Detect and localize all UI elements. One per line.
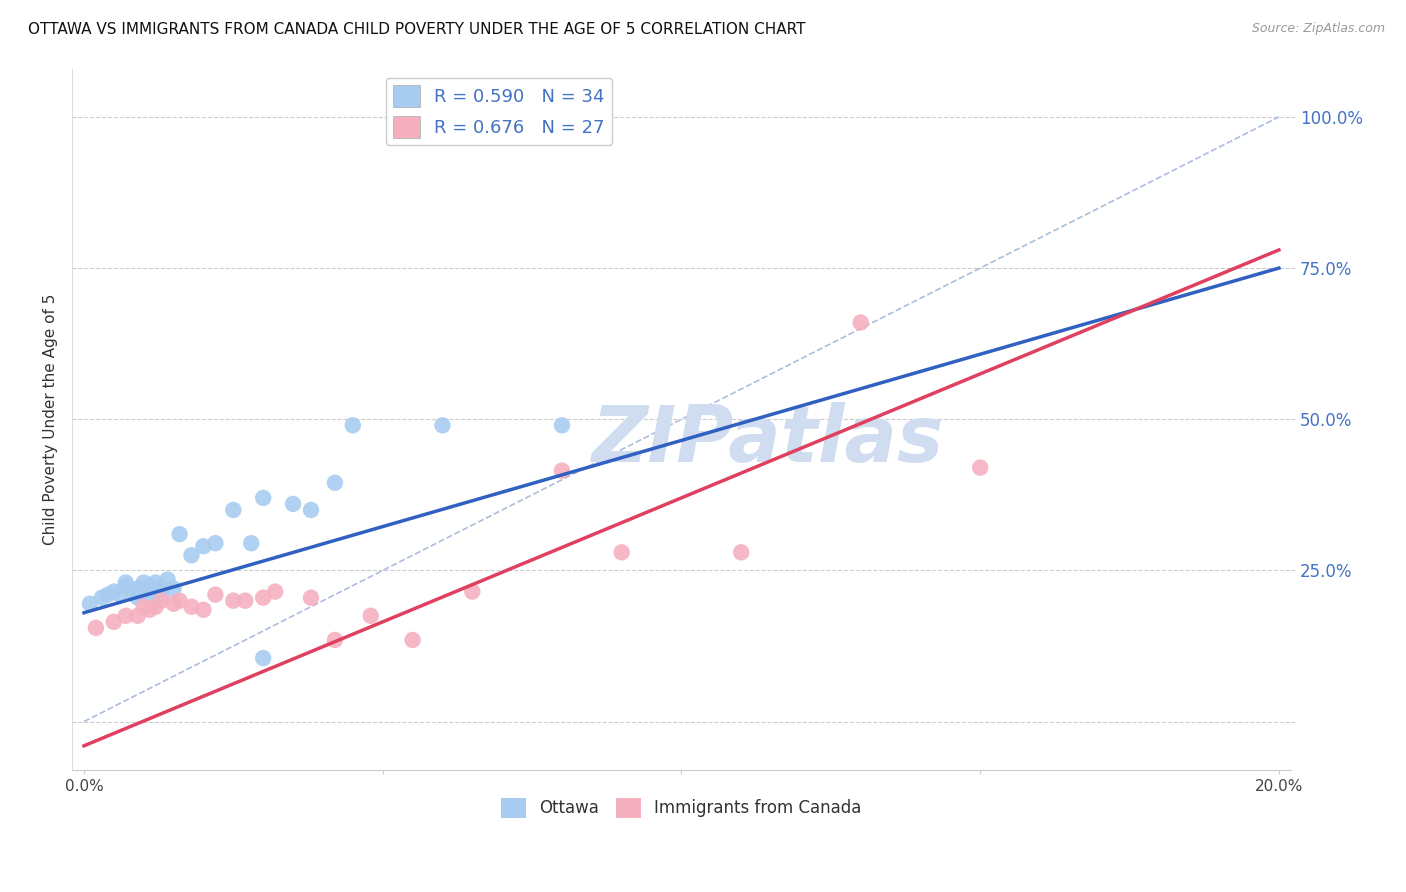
Point [730, 545, 752, 559]
Point [299, 591, 322, 605]
Point [162, 597, 184, 611]
Point [193, 603, 215, 617]
Text: OTTAWA VS IMMIGRANTS FROM CANADA CHILD POVERTY UNDER THE AGE OF 5 CORRELATION CH: OTTAWA VS IMMIGRANTS FROM CANADA CHILD P… [28, 22, 806, 37]
Point [138, 588, 160, 602]
Point [180, 599, 202, 614]
Point [169, 527, 191, 541]
Point [84, 621, 107, 635]
Point [127, 591, 149, 605]
Point [969, 460, 991, 475]
Point [127, 582, 149, 596]
Point [150, 582, 173, 596]
Point [150, 593, 173, 607]
Point [342, 418, 364, 433]
Point [610, 545, 633, 559]
Point [132, 599, 155, 614]
Point [222, 503, 245, 517]
Point [461, 584, 484, 599]
Point [323, 632, 346, 647]
Point [252, 591, 274, 605]
Point [551, 418, 574, 433]
Point [97, 588, 120, 602]
Point [204, 588, 226, 602]
Point [103, 584, 125, 599]
Point [180, 549, 202, 563]
Point [240, 536, 263, 550]
Point [114, 578, 136, 592]
Point [551, 464, 574, 478]
Point [264, 584, 287, 599]
Point [233, 593, 256, 607]
Point [401, 632, 423, 647]
Point [193, 539, 215, 553]
Point [323, 475, 346, 490]
Text: ZIPatlas: ZIPatlas [591, 402, 943, 478]
Legend: Ottawa, Immigrants from Canada: Ottawa, Immigrants from Canada [495, 791, 869, 825]
Point [222, 593, 245, 607]
Point [360, 608, 382, 623]
Point [849, 316, 872, 330]
Point [281, 497, 304, 511]
Point [145, 599, 167, 614]
Point [145, 584, 167, 599]
Point [145, 575, 167, 590]
Point [103, 615, 125, 629]
Point [150, 588, 173, 602]
Point [169, 593, 191, 607]
Point [114, 608, 136, 623]
Point [108, 588, 131, 602]
Point [204, 536, 226, 550]
Point [90, 591, 112, 605]
Point [127, 608, 149, 623]
Point [114, 575, 136, 590]
Point [252, 651, 274, 665]
Point [138, 578, 160, 592]
Point [299, 503, 322, 517]
Y-axis label: Child Poverty Under the Age of 5: Child Poverty Under the Age of 5 [44, 293, 58, 545]
Point [121, 584, 143, 599]
Point [156, 573, 179, 587]
Point [132, 575, 155, 590]
Point [432, 418, 454, 433]
Text: Source: ZipAtlas.com: Source: ZipAtlas.com [1251, 22, 1385, 36]
Point [252, 491, 274, 505]
Point [138, 603, 160, 617]
Point [132, 584, 155, 599]
Point [79, 597, 101, 611]
Point [162, 582, 184, 596]
